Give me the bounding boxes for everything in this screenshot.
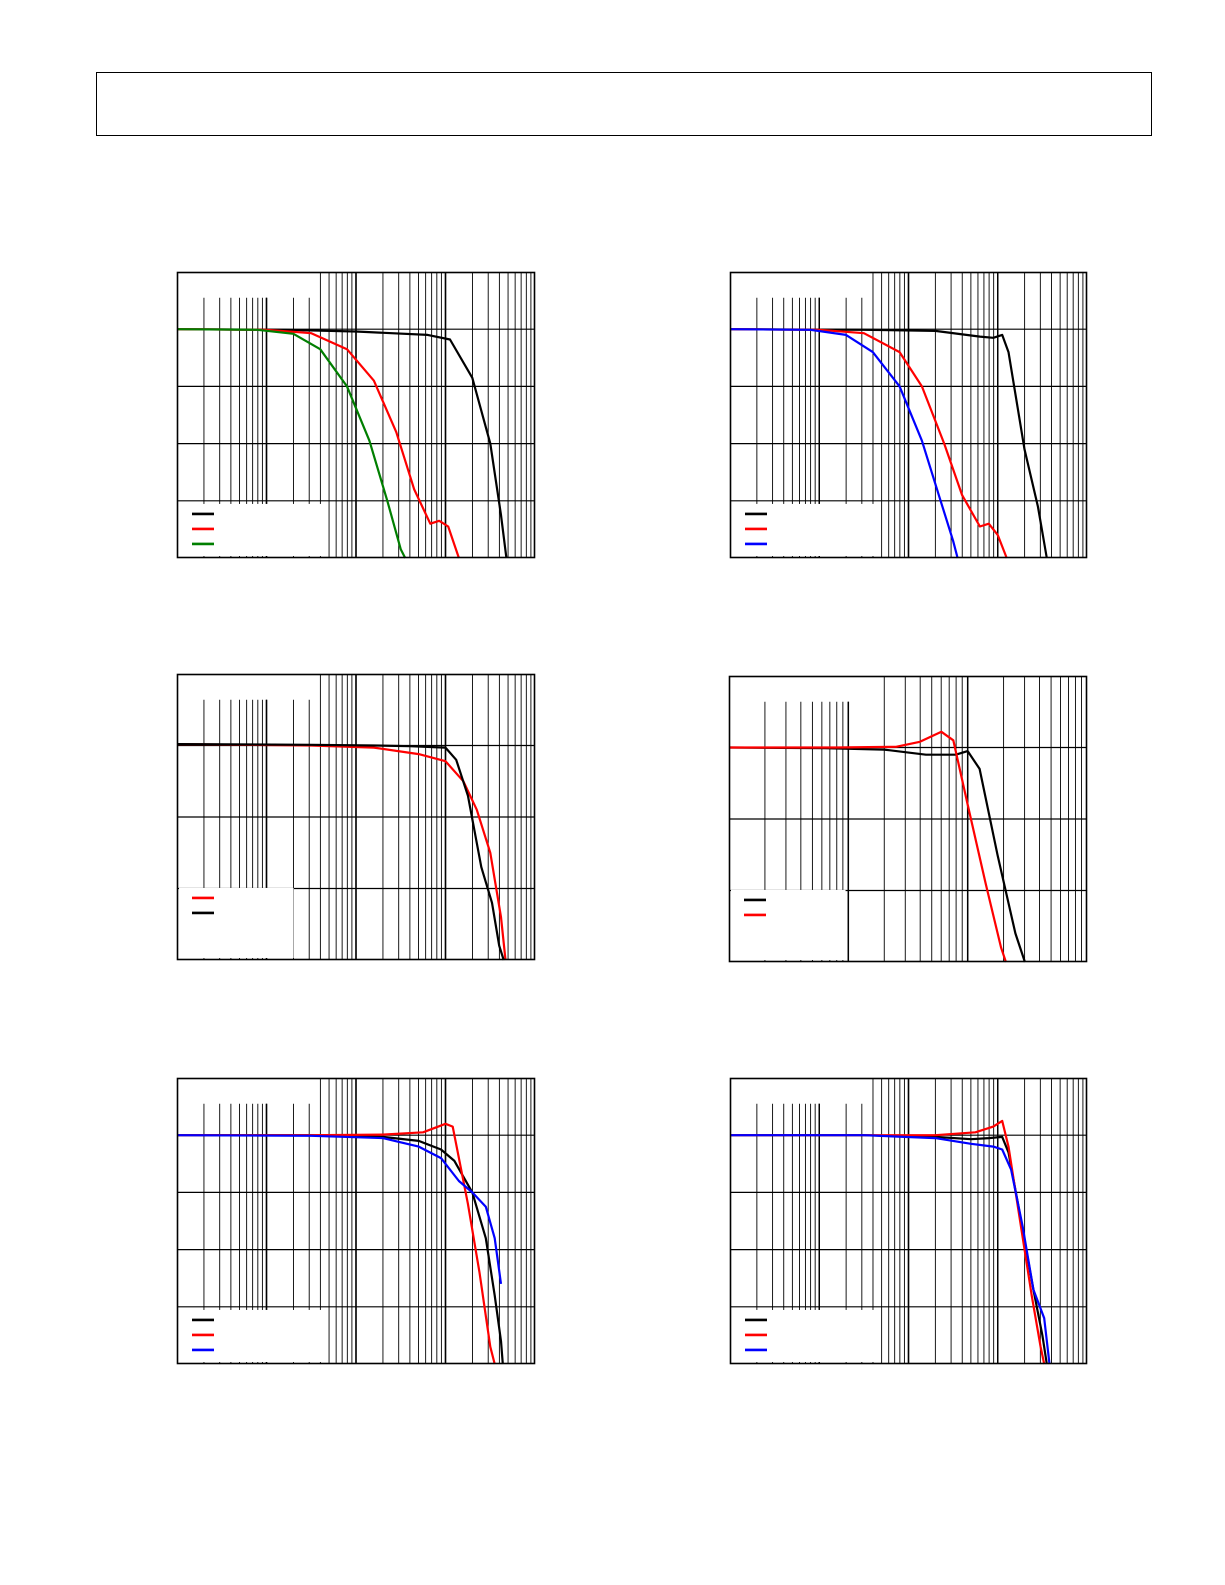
plot-frame bbox=[176, 271, 536, 559]
plot-frame bbox=[176, 673, 536, 961]
legend bbox=[192, 896, 214, 915]
chart-3-plot bbox=[176, 673, 536, 961]
series-line-3 bbox=[729, 328, 959, 559]
grid bbox=[177, 674, 535, 960]
chart-5 bbox=[176, 1077, 536, 1365]
series-line-2 bbox=[176, 743, 505, 961]
chart-3 bbox=[176, 673, 536, 961]
header-box bbox=[96, 72, 1152, 136]
series-line-1 bbox=[176, 328, 508, 559]
plot-frame bbox=[176, 1077, 536, 1365]
chart-2 bbox=[729, 271, 1088, 559]
plot-frame bbox=[728, 675, 1088, 963]
legend bbox=[192, 512, 214, 546]
series-line-1 bbox=[176, 743, 507, 961]
legend-box bbox=[731, 889, 846, 960]
series-line-2 bbox=[729, 328, 1008, 559]
chart-2-plot bbox=[729, 271, 1088, 559]
plot-frame bbox=[729, 1077, 1088, 1365]
plot-frame bbox=[729, 271, 1088, 559]
legend bbox=[192, 1318, 214, 1352]
chart-6 bbox=[729, 1077, 1088, 1365]
grid bbox=[730, 1078, 1087, 1364]
legend-box bbox=[179, 887, 294, 958]
grid bbox=[177, 272, 535, 558]
series-line-3 bbox=[730, 1134, 1051, 1365]
chart-4-plot bbox=[728, 675, 1088, 963]
series-line-2 bbox=[176, 328, 460, 559]
series-line-2 bbox=[729, 730, 1007, 963]
legend bbox=[745, 1318, 767, 1352]
legend bbox=[744, 898, 766, 917]
chart-1 bbox=[176, 271, 536, 559]
series-line-3 bbox=[176, 1134, 503, 1285]
chart-6-plot bbox=[729, 1077, 1088, 1365]
chart-4 bbox=[728, 675, 1088, 963]
series-line-2 bbox=[730, 1119, 1046, 1365]
chart-5-plot bbox=[176, 1077, 536, 1365]
chart-1-plot bbox=[176, 271, 536, 559]
series-line-3 bbox=[176, 328, 407, 559]
series-line-1 bbox=[729, 328, 1048, 559]
series-line-2 bbox=[177, 1122, 496, 1365]
legend bbox=[745, 512, 767, 546]
series-line-1 bbox=[728, 746, 1026, 963]
